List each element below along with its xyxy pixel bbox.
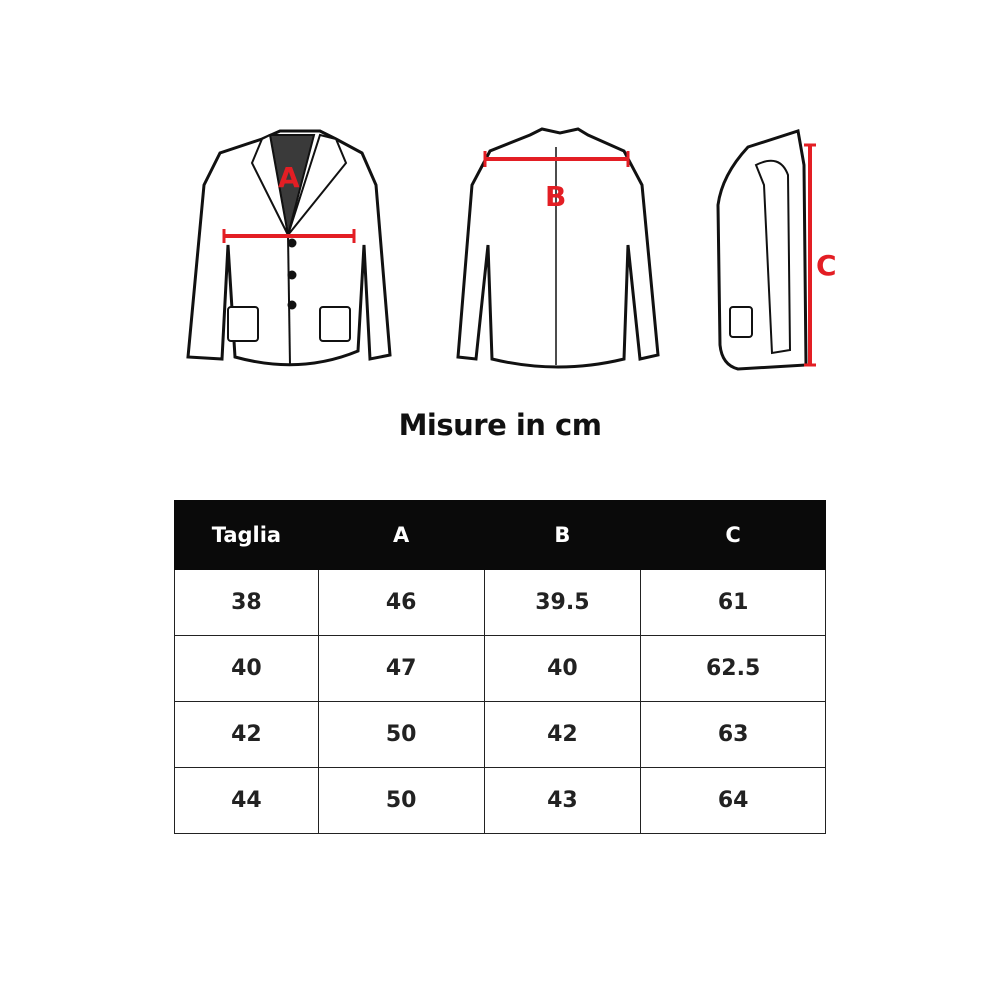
measure-label-a: A [278,161,300,194]
table-header-row: Taglia A B C [174,500,826,570]
header-a: A [317,500,485,570]
cell-b: 43 [483,767,642,834]
cell-size: 38 [174,569,319,636]
cell-b: 42 [483,701,642,768]
measure-label-b: B [545,180,567,213]
header-b: B [483,500,642,570]
table-row: 42 50 42 63 [174,701,826,768]
cell-a: 46 [317,569,485,636]
table-row: 44 50 43 64 [174,767,826,834]
size-table: Taglia A B C 38 46 39.5 61 40 47 40 62.5… [174,500,826,834]
cell-c: 64 [640,767,826,834]
cell-size: 44 [174,767,319,834]
header-taglia: Taglia [174,500,319,570]
cell-c: 62.5 [640,635,826,702]
cell-c: 63 [640,701,826,768]
cell-size: 42 [174,701,319,768]
page-title: Misure in cm [398,408,602,442]
jacket-side-illustration: C [708,125,848,375]
cell-size: 40 [174,635,319,702]
cell-a: 47 [317,635,485,702]
table-row: 40 47 40 62.5 [174,635,826,702]
header-c: C [640,500,826,570]
table-row: 38 46 39.5 61 [174,569,826,636]
jacket-back-illustration: B [448,125,668,375]
jacket-front-illustration: A [180,125,400,375]
cell-b: 39.5 [483,569,642,636]
measure-label-c: C [816,249,837,282]
cell-b: 40 [483,635,642,702]
cell-a: 50 [317,767,485,834]
cell-a: 50 [317,701,485,768]
cell-c: 61 [640,569,826,636]
